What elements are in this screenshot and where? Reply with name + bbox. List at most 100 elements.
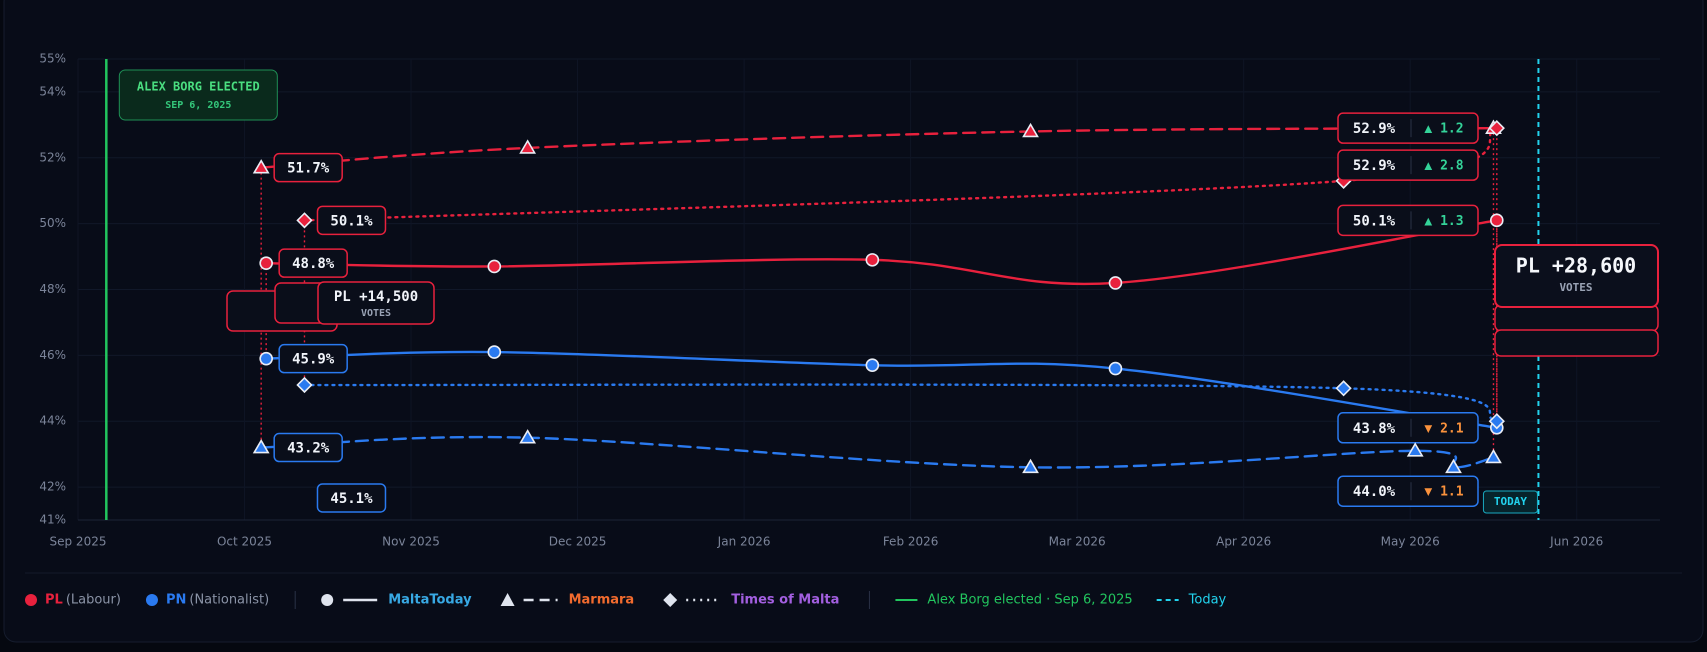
x-tick-label: Dec 2025 <box>549 535 607 549</box>
series-line <box>303 383 1498 423</box>
data-point <box>296 376 313 394</box>
legend-desc: (Labour) <box>66 593 121 608</box>
x-tick-label: Jan 2026 <box>717 535 771 549</box>
data-point <box>865 253 880 267</box>
panel <box>3 0 1704 643</box>
data-point <box>1108 361 1123 376</box>
data-point <box>1490 213 1504 228</box>
legend-label: Times of Malta <box>731 593 839 608</box>
legend-label: Marmara <box>569 593 635 608</box>
x-tick-label: Feb 2026 <box>883 535 939 549</box>
data-point <box>865 358 880 373</box>
callout-box <box>317 281 435 325</box>
y-tick-label: 44% <box>39 414 66 428</box>
data-point <box>487 345 502 359</box>
data-label: 45.1% <box>330 491 373 507</box>
legend-marker <box>663 593 678 607</box>
legend-label: Alex Borg elected · Sep 6, 2025 <box>927 593 1132 608</box>
data-point <box>259 351 273 366</box>
change-label: ▲ 2.8 <box>1424 159 1463 174</box>
legend-label: Today <box>1188 593 1227 608</box>
legend-label: PL <box>45 593 63 608</box>
data-label: 52.9% <box>1353 158 1396 174</box>
event-badge <box>118 69 278 121</box>
change-label: ▼ 1.1 <box>1424 485 1463 500</box>
label-box <box>1337 412 1479 444</box>
data-point <box>1022 122 1039 138</box>
label-box <box>316 483 387 513</box>
data-point <box>1488 413 1505 430</box>
data-point <box>252 159 270 174</box>
legend-marker <box>500 593 515 606</box>
y-tick-label: 48% <box>39 282 66 296</box>
data-point <box>519 429 537 444</box>
label-box <box>278 248 348 278</box>
callout-sub: VOTES <box>361 308 391 319</box>
callout-ghost <box>1494 304 1659 332</box>
event-date: SEP 6, 2025 <box>165 100 231 111</box>
data-point <box>519 139 537 154</box>
x-tick-label: Mar 2026 <box>1049 535 1106 549</box>
callout-ghost <box>1494 329 1659 357</box>
label-box <box>1337 475 1479 507</box>
legend-marker <box>321 594 334 606</box>
data-point <box>1108 276 1123 290</box>
data-point <box>1488 120 1505 137</box>
data-point <box>1445 458 1462 474</box>
data-label: 52.9% <box>1353 121 1396 137</box>
data-point <box>1022 458 1039 474</box>
x-tick-label: Sep 2025 <box>50 535 107 549</box>
y-tick-label: 50% <box>39 216 66 230</box>
data-label: 43.8% <box>1353 421 1396 437</box>
y-tick-label: 55% <box>39 52 66 66</box>
label-box <box>278 343 348 374</box>
x-tick-label: Jun 2026 <box>1549 535 1603 549</box>
label-box <box>273 432 343 463</box>
x-tick-label: Apr 2026 <box>1216 535 1271 549</box>
y-tick-label: 52% <box>39 150 66 164</box>
data-point <box>1485 448 1502 464</box>
y-tick-label: 46% <box>39 348 66 362</box>
data-point <box>1335 380 1352 397</box>
y-tick-label: 41% <box>39 513 66 527</box>
callout-sub: VOTES <box>1559 281 1592 294</box>
data-point <box>1406 442 1424 457</box>
callout-label: PL +28,600 <box>1516 254 1636 278</box>
data-point <box>296 212 313 229</box>
data-label: 50.1% <box>330 213 373 229</box>
legend-label: MaltaToday <box>388 593 472 608</box>
data-label: 51.7% <box>287 161 330 177</box>
legend-swatch <box>145 594 158 606</box>
event-badge <box>1482 490 1538 514</box>
label-box <box>273 152 343 183</box>
y-tick-label: 54% <box>39 84 66 98</box>
legend-swatch <box>25 594 37 606</box>
label-box <box>316 205 387 236</box>
legend-desc: (Nationalist) <box>189 593 269 608</box>
data-label: 45.9% <box>292 352 335 368</box>
label-box <box>1337 149 1479 181</box>
series-line <box>303 126 1498 222</box>
x-tick-label: Nov 2025 <box>382 535 440 549</box>
data-label: 43.2% <box>287 441 330 457</box>
data-label: 50.1% <box>1353 213 1396 229</box>
data-point <box>487 259 502 274</box>
data-label: 44.0% <box>1353 484 1396 500</box>
data-point <box>259 256 273 270</box>
event-label: ALEX BORG ELECTED <box>137 80 260 94</box>
callout-label: PL +14,500 <box>334 289 418 305</box>
event-label: TODAY <box>1494 495 1527 508</box>
data-label: 48.8% <box>292 256 335 272</box>
y-tick-label: 42% <box>39 480 66 494</box>
change-label: ▼ 2.1 <box>1424 421 1463 436</box>
data-point <box>252 438 270 454</box>
x-tick-label: May 2026 <box>1381 535 1440 549</box>
label-box <box>1337 204 1479 237</box>
series-line <box>259 126 1495 169</box>
label-box <box>1337 112 1479 144</box>
x-tick-label: Oct 2025 <box>217 535 272 549</box>
callout-box <box>1494 244 1659 308</box>
legend-label: PN <box>166 593 186 608</box>
change-label: ▲ 1.2 <box>1424 122 1463 137</box>
